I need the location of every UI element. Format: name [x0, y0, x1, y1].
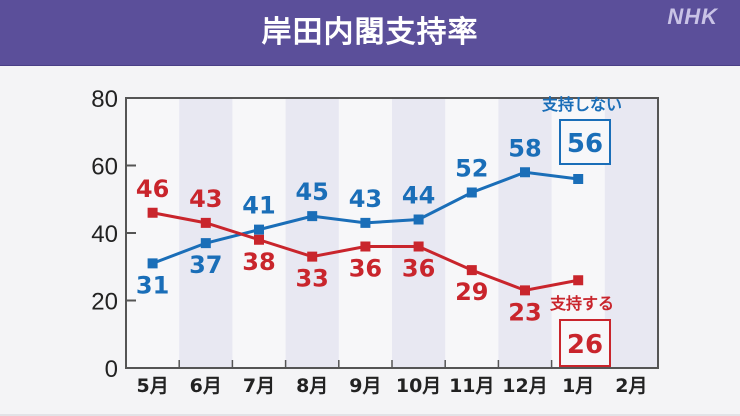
- data-marker: [360, 241, 371, 252]
- legend-label-support: 支持する: [549, 294, 614, 313]
- data-marker: [413, 241, 424, 252]
- data-label: 33: [295, 265, 328, 293]
- data-marker: [466, 265, 477, 276]
- y-tick-label: 60: [91, 154, 118, 181]
- data-marker: [413, 214, 424, 225]
- shaded-column: [285, 98, 339, 368]
- y-tick-label: 80: [91, 86, 118, 113]
- data-marker: [466, 187, 477, 198]
- data-label: 58: [508, 134, 541, 162]
- data-label: 43: [189, 185, 222, 213]
- data-marker: [307, 251, 318, 262]
- x-tick-label: 1月: [562, 375, 594, 397]
- data-marker: [307, 211, 318, 222]
- highlight-value-support: 26: [567, 330, 603, 360]
- shaded-column: [498, 98, 552, 368]
- data-marker: [254, 224, 264, 235]
- chart-header: 岸田内閣支持率 NHK: [0, 0, 740, 66]
- x-tick-label: 8月: [296, 375, 328, 397]
- x-tick-label: 2月: [615, 375, 647, 397]
- bottom-divider: [0, 414, 740, 416]
- data-marker: [520, 167, 530, 178]
- data-marker: [573, 174, 584, 184]
- x-tick-label: 9月: [349, 375, 381, 397]
- y-tick-label: 40: [91, 221, 118, 248]
- data-label: 37: [189, 251, 222, 279]
- data-marker: [573, 275, 584, 286]
- data-marker: [147, 258, 158, 269]
- data-label: 36: [402, 255, 435, 283]
- shaded-column: [604, 98, 658, 368]
- x-tick-label: 7月: [243, 375, 275, 397]
- data-marker: [254, 234, 264, 245]
- x-tick-label: 10月: [396, 375, 441, 397]
- data-marker: [520, 285, 530, 296]
- data-marker: [360, 217, 371, 228]
- highlight-box-support: [559, 319, 611, 367]
- data-label: 36: [349, 255, 382, 283]
- data-label: 46: [136, 175, 169, 203]
- data-label: 38: [242, 248, 275, 276]
- data-label: 45: [295, 178, 328, 206]
- data-label: 52: [455, 155, 488, 183]
- legend-label-nonsupport: 支持しない: [541, 95, 622, 114]
- shaded-column: [392, 98, 446, 368]
- data-marker: [200, 238, 211, 249]
- y-tick-label: 20: [91, 289, 118, 316]
- data-label: 43: [349, 185, 382, 213]
- x-tick-label: 5月: [136, 375, 168, 397]
- data-marker: [200, 217, 211, 228]
- highlight-box-nonsupport: [559, 119, 611, 165]
- data-label: 23: [508, 298, 541, 326]
- highlight-value-nonsupport: 56: [567, 129, 603, 159]
- y-tick-label: 0: [105, 356, 118, 383]
- data-label: 31: [136, 271, 169, 299]
- x-tick-label: 12月: [502, 375, 547, 397]
- x-tick-label: 11月: [449, 375, 494, 397]
- chart-title: 岸田内閣支持率: [261, 15, 479, 50]
- nhk-logo: NHK: [667, 4, 718, 29]
- data-label: 44: [402, 182, 435, 210]
- data-label: 29: [455, 278, 488, 306]
- data-marker: [147, 207, 158, 218]
- x-tick-label: 6月: [190, 375, 222, 397]
- data-label: 41: [242, 192, 275, 220]
- shaded-column: [179, 98, 233, 368]
